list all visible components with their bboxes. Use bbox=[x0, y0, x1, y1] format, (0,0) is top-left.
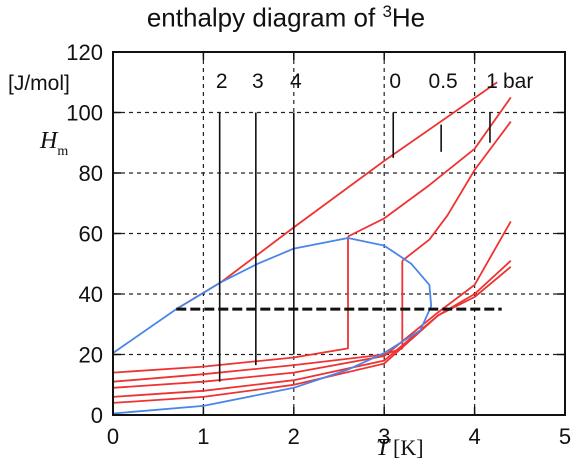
isobar-3bar-line bbox=[112, 260, 512, 398]
x-tick-label: 3 bbox=[378, 424, 390, 449]
pressure-unit-label: bar bbox=[503, 70, 533, 93]
y-tick-label: 20 bbox=[79, 343, 103, 368]
isobar-1bar-low-line bbox=[112, 260, 404, 383]
x-tick-label: 1 bbox=[197, 424, 209, 449]
y-tick-label: 60 bbox=[79, 222, 103, 247]
pressure-marker-label: 3 bbox=[252, 70, 264, 93]
isobar-0.5bar-low-line bbox=[112, 236, 349, 374]
x-tick-label: 5 bbox=[559, 424, 571, 449]
marker-layer: 2 3 4 0 0.5 1 bbox=[176, 70, 502, 382]
pressure-marker-label: 0.5 bbox=[429, 70, 458, 93]
chart-title-tail: He bbox=[391, 2, 426, 33]
y-axis-unit: [J/mol] bbox=[8, 72, 70, 95]
isobar-4bar-line bbox=[112, 266, 512, 404]
x-tick-label: 4 bbox=[468, 424, 480, 449]
curve-layer bbox=[112, 81, 512, 415]
pressure-marker-label: 0 bbox=[389, 70, 401, 93]
x-tick-label: 0 bbox=[107, 424, 119, 449]
chart-title-main: enthalpy diagram of bbox=[146, 2, 383, 33]
pressure-marker-label: 1 bbox=[486, 70, 498, 93]
chart-title-superscript: 3 bbox=[382, 2, 392, 21]
x-axis-unit: [K] bbox=[393, 435, 424, 460]
x-tick-label: 2 bbox=[288, 424, 300, 449]
isobar-0bar-line bbox=[175, 81, 498, 310]
coexistence-curve-line bbox=[112, 237, 433, 415]
y-axis-symbol-main: H bbox=[39, 128, 59, 154]
y-axis-symbol-sub: m bbox=[57, 144, 68, 159]
pressure-marker-label: 2 bbox=[216, 70, 228, 93]
pressure-marker-label: 4 bbox=[290, 70, 302, 93]
y-tick-label: 80 bbox=[79, 161, 103, 186]
isobar-2bar-line bbox=[112, 220, 512, 389]
y-tick-label: 100 bbox=[66, 101, 103, 126]
y-tick-label: 0 bbox=[91, 403, 103, 428]
y-tick-label: 40 bbox=[79, 282, 103, 307]
y-tick-label: 120 bbox=[66, 40, 103, 65]
y-axis-symbol: Hm bbox=[39, 128, 68, 159]
chart-title: enthalpy diagram of 3He bbox=[0, 2, 572, 34]
isobar-0.5bar-line bbox=[347, 96, 512, 238]
x-axis-symbol: T bbox=[376, 435, 391, 461]
isobar-1bar-line bbox=[401, 121, 512, 262]
